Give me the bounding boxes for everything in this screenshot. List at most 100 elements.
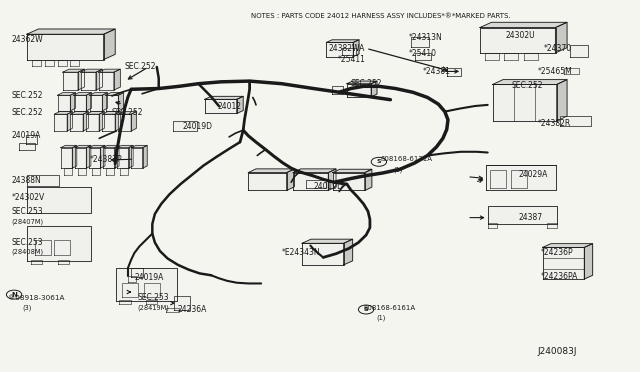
Text: *E24343N: *E24343N xyxy=(282,248,320,257)
Text: SEC.252: SEC.252 xyxy=(12,92,43,100)
Text: 24387: 24387 xyxy=(518,213,543,222)
Polygon shape xyxy=(86,114,99,131)
Text: 24362W: 24362W xyxy=(12,35,43,44)
Polygon shape xyxy=(131,145,147,148)
Polygon shape xyxy=(371,81,377,97)
Polygon shape xyxy=(27,226,91,261)
Polygon shape xyxy=(564,68,579,74)
Polygon shape xyxy=(61,145,77,148)
Polygon shape xyxy=(342,48,356,55)
Polygon shape xyxy=(146,300,157,304)
Polygon shape xyxy=(174,296,190,310)
Polygon shape xyxy=(560,116,591,126)
Polygon shape xyxy=(237,96,243,113)
Polygon shape xyxy=(74,93,92,95)
Polygon shape xyxy=(27,175,59,186)
Polygon shape xyxy=(570,45,588,57)
Text: J240083J: J240083J xyxy=(538,347,577,356)
Polygon shape xyxy=(119,300,131,304)
Polygon shape xyxy=(328,169,336,190)
Text: ß08168-6121A: ß08168-6121A xyxy=(380,156,432,162)
Polygon shape xyxy=(128,276,136,282)
Text: SEC.252: SEC.252 xyxy=(512,81,543,90)
Polygon shape xyxy=(353,40,359,57)
Polygon shape xyxy=(63,69,84,72)
Polygon shape xyxy=(106,95,118,111)
Polygon shape xyxy=(118,112,136,114)
Polygon shape xyxy=(365,169,372,190)
Polygon shape xyxy=(96,69,102,90)
Polygon shape xyxy=(70,114,83,131)
Polygon shape xyxy=(103,145,119,148)
Text: (1): (1) xyxy=(376,315,386,321)
Polygon shape xyxy=(122,283,138,297)
Text: *24236P: *24236P xyxy=(541,248,573,257)
Polygon shape xyxy=(19,143,35,150)
Text: *25465M: *25465M xyxy=(538,67,572,76)
Text: (1): (1) xyxy=(394,166,403,173)
Text: S: S xyxy=(376,159,381,164)
Polygon shape xyxy=(333,173,365,190)
Polygon shape xyxy=(488,206,557,224)
Polygon shape xyxy=(344,239,353,265)
Text: N: N xyxy=(11,292,17,298)
Polygon shape xyxy=(100,145,105,168)
Text: *24370: *24370 xyxy=(544,44,572,53)
Polygon shape xyxy=(45,60,54,66)
Polygon shape xyxy=(58,60,67,66)
Polygon shape xyxy=(114,69,120,90)
Polygon shape xyxy=(144,283,160,297)
Polygon shape xyxy=(89,148,100,168)
Polygon shape xyxy=(102,112,120,114)
Polygon shape xyxy=(131,148,143,168)
Polygon shape xyxy=(106,168,114,175)
Polygon shape xyxy=(347,84,371,97)
Polygon shape xyxy=(248,169,294,173)
Text: SEC.252: SEC.252 xyxy=(12,108,43,117)
Polygon shape xyxy=(490,170,506,188)
Polygon shape xyxy=(117,145,133,148)
Polygon shape xyxy=(332,86,343,94)
Text: *25410: *25410 xyxy=(408,49,436,58)
Polygon shape xyxy=(70,60,79,66)
Polygon shape xyxy=(302,243,344,265)
Polygon shape xyxy=(480,28,556,53)
Polygon shape xyxy=(115,145,119,168)
Polygon shape xyxy=(116,268,177,301)
Polygon shape xyxy=(81,69,102,72)
Text: ®08918-3061A: ®08918-3061A xyxy=(8,295,64,301)
Polygon shape xyxy=(524,53,538,60)
Polygon shape xyxy=(118,93,124,111)
Polygon shape xyxy=(333,169,372,173)
Polygon shape xyxy=(103,148,115,168)
Polygon shape xyxy=(54,112,72,114)
Polygon shape xyxy=(92,168,100,175)
Text: *24383P: *24383P xyxy=(90,155,122,164)
Polygon shape xyxy=(556,22,567,53)
Polygon shape xyxy=(27,34,104,60)
Text: *24313N: *24313N xyxy=(408,33,442,42)
Polygon shape xyxy=(306,180,326,188)
Polygon shape xyxy=(54,240,70,255)
Text: 24388N: 24388N xyxy=(12,176,41,185)
Polygon shape xyxy=(86,112,104,114)
Polygon shape xyxy=(493,84,557,121)
Polygon shape xyxy=(35,240,51,255)
Text: 24019D: 24019D xyxy=(182,122,212,131)
Polygon shape xyxy=(117,148,129,168)
Polygon shape xyxy=(173,121,197,131)
Polygon shape xyxy=(166,308,179,312)
Polygon shape xyxy=(75,145,91,148)
Polygon shape xyxy=(70,112,88,114)
Polygon shape xyxy=(31,260,42,264)
Polygon shape xyxy=(131,112,136,131)
Polygon shape xyxy=(90,95,102,111)
Polygon shape xyxy=(67,112,72,131)
Polygon shape xyxy=(58,93,76,95)
Polygon shape xyxy=(143,145,147,168)
Polygon shape xyxy=(27,187,91,213)
Polygon shape xyxy=(293,169,336,173)
Text: *24381: *24381 xyxy=(422,67,451,76)
Polygon shape xyxy=(486,165,556,190)
Polygon shape xyxy=(90,93,108,95)
